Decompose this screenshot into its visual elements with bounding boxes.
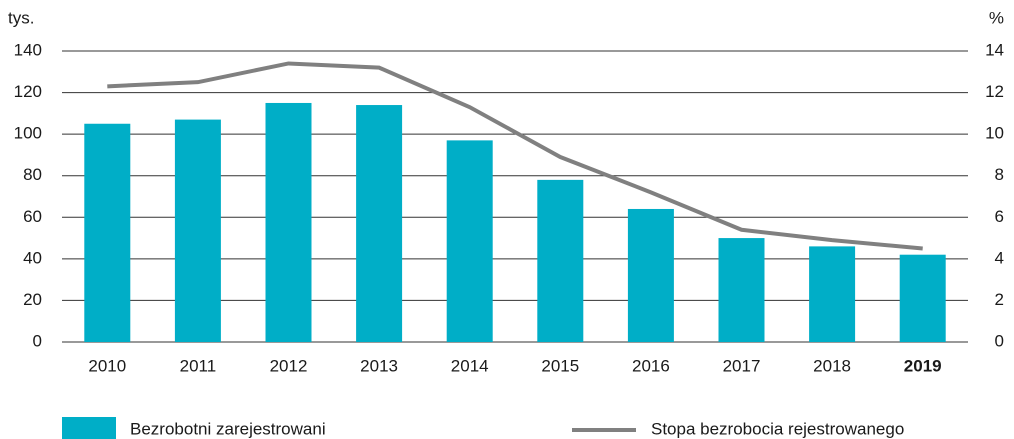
y-tick-label: 120 — [14, 82, 42, 101]
y2-tick-label: 14 — [985, 40, 1004, 59]
y-tick-label: 40 — [23, 248, 42, 267]
y2-unit: % — [989, 8, 1004, 27]
y-tick-label: 140 — [14, 40, 42, 59]
bar — [446, 140, 493, 342]
bar — [809, 246, 856, 342]
y-tick-label: 60 — [23, 207, 42, 226]
legend-label: Bezrobotni zarejestrowani — [130, 419, 326, 438]
y2-tick-label: 4 — [995, 248, 1004, 267]
y2-tick-label: 0 — [995, 331, 1004, 350]
y2-tick-label: 12 — [985, 82, 1004, 101]
x-tick-label: 2018 — [813, 356, 851, 375]
x-tick-label: 2011 — [180, 356, 217, 375]
x-tick-label: 2013 — [360, 356, 398, 375]
y-tick-label: 0 — [33, 331, 42, 350]
y2-tick-label: 8 — [995, 165, 1004, 184]
y2-tick-label: 2 — [995, 290, 1004, 309]
bar — [356, 105, 403, 343]
y-tick-label: 100 — [14, 124, 42, 143]
x-tick-label: 2012 — [270, 356, 308, 375]
bar — [537, 179, 584, 342]
y-unit: tys. — [8, 8, 34, 27]
bar — [84, 123, 131, 342]
y2-tick-label: 10 — [985, 124, 1004, 143]
y-tick-label: 20 — [23, 290, 42, 309]
x-tick-label: 2014 — [451, 356, 489, 375]
x-tick-label: 2019 — [904, 356, 942, 375]
bar — [627, 208, 674, 342]
x-tick-label: 2010 — [88, 356, 126, 375]
bar — [718, 238, 765, 342]
bar — [899, 254, 946, 342]
legend-swatch — [62, 417, 116, 439]
line — [107, 61, 923, 251]
x-tick-label: 2015 — [541, 356, 579, 375]
y2-tick-label: 6 — [995, 207, 1004, 226]
legend-label: Stopa bezrobocia rejestrowanego — [651, 419, 904, 438]
bar — [174, 119, 221, 342]
y-tick-label: 80 — [23, 165, 42, 184]
bar — [265, 102, 312, 342]
x-tick-label: 2017 — [723, 356, 761, 375]
x-tick-label: 2016 — [632, 356, 670, 375]
